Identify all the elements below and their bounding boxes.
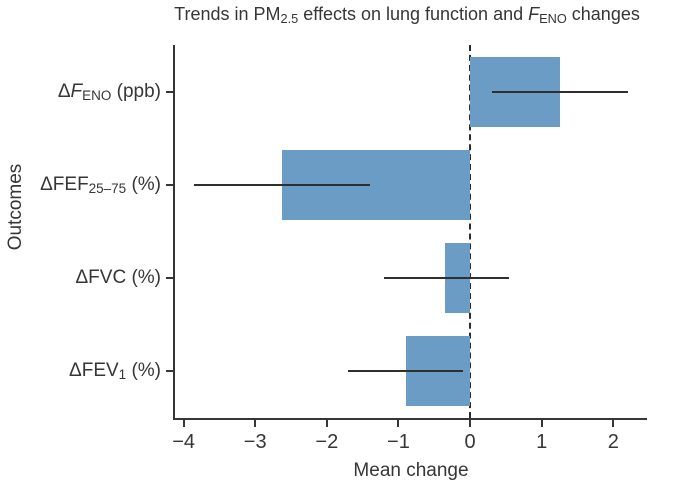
zero-reference-line <box>469 45 472 418</box>
y-tick-mark <box>166 183 173 186</box>
text-segment: F <box>528 4 540 24</box>
x-tick-label: −1 <box>387 431 410 453</box>
text-segment: ΔFEF <box>40 173 89 195</box>
text-segment: 2.5 <box>280 11 299 27</box>
x-tick-label: 2 <box>607 431 619 453</box>
error-bar <box>194 183 370 186</box>
x-axis-label: Mean change <box>353 460 469 481</box>
text-segment: ΔFEV <box>69 360 119 382</box>
text-segment: 25–75 <box>88 181 127 197</box>
x-tick-mark <box>397 420 400 427</box>
text-segment: F <box>70 80 83 102</box>
text-segment: ENO <box>82 87 112 103</box>
x-tick-mark <box>182 420 185 427</box>
text-segment: (ppb) <box>111 80 161 102</box>
text-segment: 1 <box>118 367 127 383</box>
error-bar <box>491 90 628 93</box>
chart-title: Trends in PM2.5 effects on lung function… <box>140 4 674 27</box>
category-label: ΔFENO (ppb) <box>58 80 161 102</box>
y-tick-mark <box>166 90 173 93</box>
x-tick-mark <box>325 420 328 427</box>
text-segment: changes <box>566 4 640 24</box>
x-tick-mark <box>469 420 472 427</box>
y-axis-label: Outcomes <box>5 163 26 251</box>
x-tick-mark <box>254 420 257 427</box>
y-tick-mark <box>166 370 173 373</box>
text-segment: Δ <box>57 80 71 102</box>
category-label: ΔFEF25–75 (%) <box>40 174 161 196</box>
x-tick-label: −3 <box>243 431 267 453</box>
error-bar <box>348 370 463 373</box>
text-segment: effects on lung function and <box>298 4 529 24</box>
text-segment: ΔFVC (%) <box>75 267 161 289</box>
category-label: ΔFVC (%) <box>75 267 161 289</box>
plot-area: −4 −3 −2 −1 0 1 2 ΔFENO (ppb) ΔFEF25–75 (%) ΔFVC… <box>40 45 647 481</box>
text-segment: ENO <box>539 11 567 27</box>
x-tick-mark <box>612 420 615 427</box>
text-segment: (%) <box>126 360 161 382</box>
text-segment: (%) <box>126 173 161 195</box>
y-tick-mark <box>166 277 173 280</box>
text-segment: Trends in PM <box>174 4 281 24</box>
x-tick-label: 1 <box>536 431 548 453</box>
x-tick-label: −4 <box>172 431 195 453</box>
error-bar <box>384 277 510 280</box>
x-tick-label: 0 <box>464 431 476 453</box>
x-tick-mark <box>540 420 543 427</box>
category-label: ΔFEV1 (%) <box>69 360 161 382</box>
x-tick-label: −2 <box>315 431 339 453</box>
